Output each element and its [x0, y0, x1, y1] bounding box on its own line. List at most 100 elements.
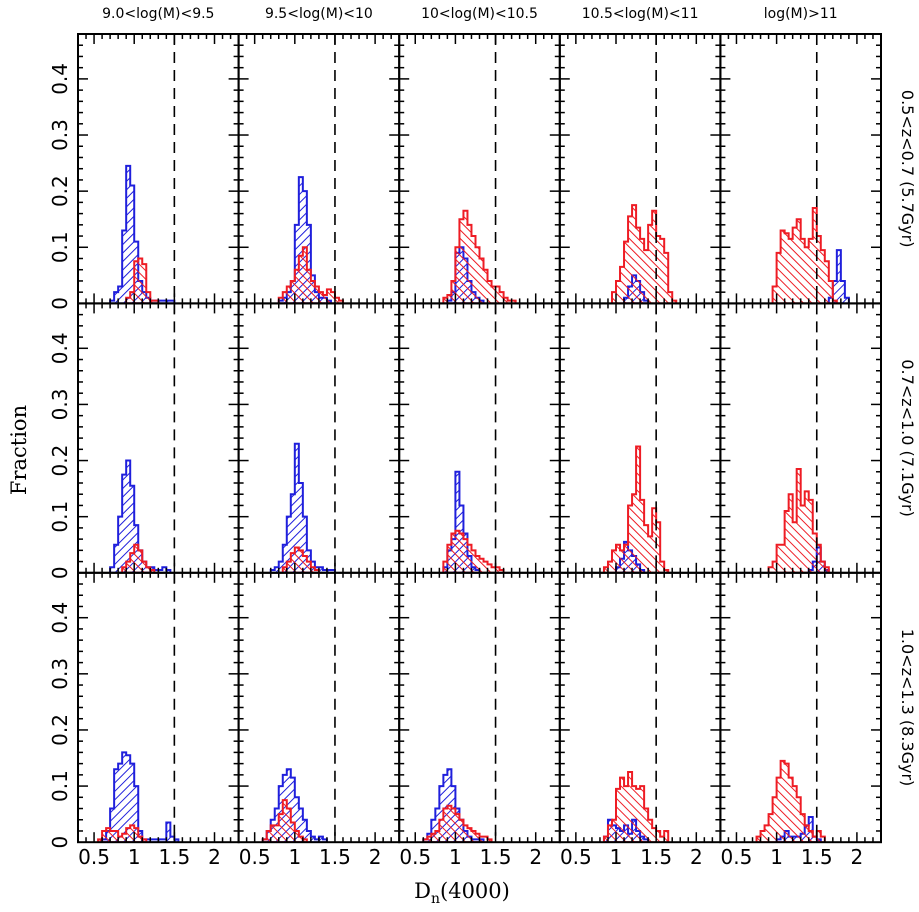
histogram-panel [77, 33, 240, 305]
panel-plot-area [442, 34, 517, 304]
panel-ticks [238, 303, 400, 573]
panel-plot-area [610, 34, 678, 304]
histogram-panel [398, 302, 561, 574]
histogram-panel [77, 571, 240, 844]
red-histogram [610, 204, 678, 304]
panel-plot-area [771, 34, 850, 304]
y-axis-label: Fraction [7, 405, 31, 495]
panel-plot-area [109, 34, 176, 304]
panel-plot-area [422, 572, 497, 843]
red-histogram [125, 257, 160, 304]
red-histogram [771, 206, 838, 304]
x-tick-label: 0.5 [78, 845, 110, 869]
panel-frame [77, 302, 240, 574]
y-tick-label: 0 [48, 566, 72, 579]
y-tick-labels: 0 0.1 0.2 0.3 0.4 0 0.1 0.2 0.3 0.4 0 0.1 0.2 0.3 0.4 [48, 63, 72, 849]
panel-frame [237, 33, 401, 305]
y-tick-label: 0.2 [48, 714, 72, 746]
histogram-panel [558, 571, 722, 844]
x-tick-label: 1 [288, 845, 301, 869]
red-histogram [281, 546, 320, 573]
red-histogram [422, 804, 493, 843]
y-tick-label: 0.1 [48, 501, 72, 533]
histogram-panel [398, 33, 561, 305]
panel-grid [77, 33, 883, 844]
x-tick-label: 1 [610, 845, 623, 869]
y-tick-label: 0 [48, 836, 72, 849]
x-tick-label: 2 [369, 845, 382, 869]
red-histogram [755, 759, 826, 843]
panel-plot-area [97, 572, 180, 843]
blue-histogram [101, 751, 180, 843]
y-tick-label: 0.3 [48, 389, 72, 421]
histogram-panel [237, 571, 401, 844]
red-histogram [261, 799, 308, 843]
panel-plot-area [602, 303, 670, 573]
panel-ticks [399, 572, 560, 843]
panel-plot-area [277, 34, 344, 304]
histogram-panel [77, 302, 240, 574]
red-histogram [767, 467, 830, 573]
y-tick-label: 0 [48, 297, 72, 310]
x-axis-label: Dn(4000) [414, 879, 510, 907]
column-header: 9.5<log(M)<10 [265, 6, 373, 22]
panel-plot-area [109, 303, 176, 573]
column-header: 9.0<log(M)<9.5 [102, 6, 214, 22]
panel-ticks [78, 572, 239, 843]
y-tick-label: 0.3 [48, 658, 72, 690]
histogram-panel [558, 33, 722, 305]
x-tick-label: 1.5 [158, 845, 190, 869]
y-tick-label: 0.2 [48, 445, 72, 477]
panel-plot-area [602, 572, 670, 843]
red-histogram [602, 445, 670, 573]
panel-frame [398, 571, 561, 844]
x-tick-label: 0.5 [721, 845, 753, 869]
x-tick-label: 0.5 [399, 845, 431, 869]
row-headers: 0.5<z<0.7 (5.7Gyr) 0.7<z<1.0 (7.1Gyr) 1.0<… [898, 90, 917, 786]
x-tick-label: 0.5 [560, 845, 592, 869]
x-tick-label: 1 [449, 845, 462, 869]
x-axis-label-main: D [414, 879, 431, 903]
histogram-panel [719, 302, 883, 574]
row-header: 0.5<z<0.7 (5.7Gyr) [898, 90, 917, 248]
column-header: log(M)>11 [764, 6, 838, 22]
histogram-panel [237, 33, 401, 305]
x-tick-label: 1.5 [640, 845, 672, 869]
histogram-panel [398, 571, 561, 844]
panel-frame [77, 571, 240, 844]
panel-ticks [238, 34, 400, 304]
x-tick-label: 1 [128, 845, 141, 869]
panel-ticks [78, 303, 239, 573]
y-tick-label: 0.1 [48, 231, 72, 263]
y-tick-label: 0.4 [48, 602, 72, 634]
panel-plot-area [767, 303, 830, 573]
x-tick-label: 2 [690, 845, 703, 869]
histogram-panel [558, 302, 722, 574]
x-tick-label: 1 [770, 845, 783, 869]
y-tick-label: 0.3 [48, 119, 72, 151]
histogram-panel [719, 571, 883, 844]
panel-ticks [238, 572, 400, 843]
panel-frame [237, 302, 401, 574]
histogram-panel [237, 302, 401, 574]
x-tick-label: 1.5 [319, 845, 351, 869]
x-tick-labels: 0.5 1 1.5 2 0.5 1 1.5 2 0.5 1 1.5 2 0.5 1 1.5 2 0.5 1 1.5 2 [78, 845, 863, 869]
x-tick-label: 0.5 [239, 845, 271, 869]
x-axis-label-subscript: n [431, 891, 440, 907]
column-header: 10<log(M)<10.5 [421, 6, 538, 22]
red-histogram [442, 209, 517, 304]
panel-plot-area [269, 303, 336, 573]
column-headers: 9.0<log(M)<9.5 9.5<log(M)<10 10<log(M)<10.… [102, 6, 838, 22]
panel-plot-area [261, 572, 336, 843]
panel-plot-area [442, 303, 505, 573]
x-tick-label: 1.5 [480, 845, 512, 869]
x-tick-label: 1.5 [801, 845, 833, 869]
y-tick-label: 0.4 [48, 332, 72, 364]
panel-plot-area [755, 572, 826, 843]
panel-ticks [399, 303, 560, 573]
y-tick-label: 0.2 [48, 175, 72, 207]
red-histogram [442, 529, 505, 573]
y-tick-label: 0.1 [48, 770, 72, 802]
x-axis-label-suffix: (4000) [440, 879, 510, 903]
